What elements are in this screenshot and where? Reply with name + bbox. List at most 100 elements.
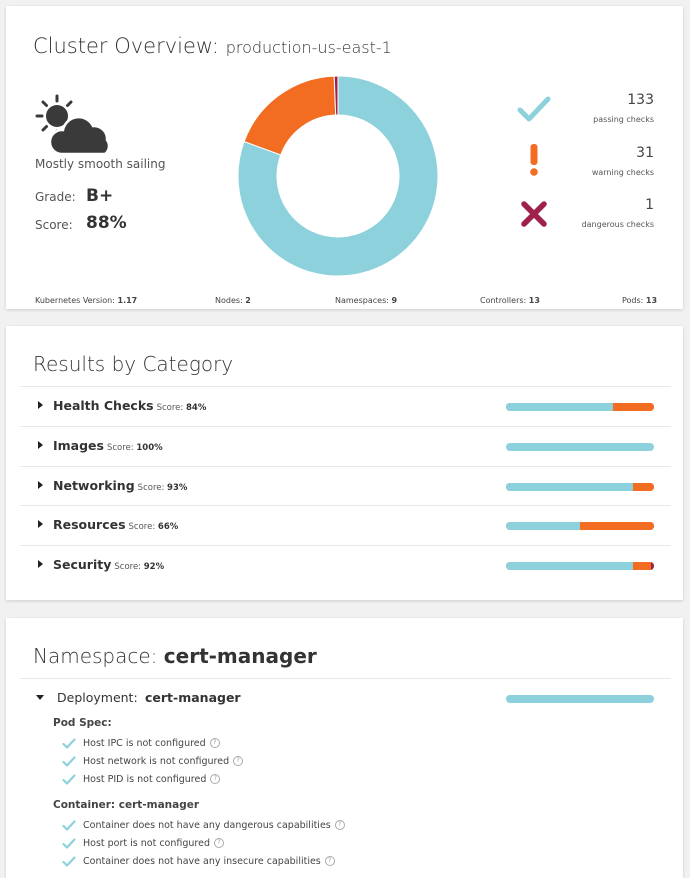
footer-nodes-value: 2: [245, 296, 251, 305]
category-score: Score: 66%: [129, 522, 179, 532]
caret-right-icon[interactable]: [38, 520, 43, 528]
category-name-text: Images: [53, 438, 104, 453]
deployment-name[interactable]: cert-manager: [145, 690, 241, 705]
footer-nodes-label: Nodes:: [215, 296, 243, 305]
categories-title: Results by Category: [33, 352, 234, 376]
check-icon: [62, 737, 76, 749]
check-item: Container does not have any dangerous ca…: [62, 818, 345, 832]
bar-segment-warn: [580, 522, 654, 530]
container-heading: Container: cert-manager: [53, 799, 200, 811]
category-name: Networking Score: 93%: [53, 478, 187, 493]
cluster-name: production-us-east-1: [225, 38, 392, 57]
donut-slice-dangerous: [333, 75, 339, 116]
overview-title-text: Cluster Overview:: [33, 34, 220, 58]
category-score-bar: [506, 522, 654, 530]
footer-controllers-label: Controllers:: [480, 296, 527, 305]
deployment-label[interactable]: Deployment:: [57, 690, 138, 705]
exclamation-icon: [530, 144, 538, 176]
check-icon: [517, 96, 551, 122]
check-text: Host PID is not configured: [83, 773, 207, 785]
partly-cloudy-icon: [35, 94, 111, 156]
check-text: Host port is not configured: [83, 837, 210, 849]
score-value: 88%: [86, 213, 127, 233]
check-text: Host network is not configured: [83, 755, 230, 767]
category-score-label: Score:: [114, 562, 142, 572]
caret-right-icon[interactable]: [38, 481, 43, 489]
namespace-name: cert-manager: [163, 644, 317, 668]
grade-value: B+: [86, 186, 114, 206]
passing-label: passing checks: [593, 115, 654, 124]
category-score-bar: [506, 403, 654, 411]
dangerous-count: 1: [645, 197, 654, 213]
caret-right-icon[interactable]: [38, 560, 43, 568]
check-item: Host IPC is not configured ?: [62, 736, 220, 750]
footer-pods-label: Pods:: [622, 296, 644, 305]
category-name: Health Checks Score: 84%: [53, 398, 206, 413]
score-label: Score:: [35, 218, 73, 232]
bar-segment-pass: [506, 522, 580, 530]
dangerous-label: dangerous checks: [581, 220, 654, 229]
caret-right-icon[interactable]: [38, 401, 43, 409]
check-icon: [62, 755, 76, 767]
help-icon[interactable]: ?: [209, 738, 220, 748]
category-score-bar: [506, 562, 654, 570]
check-text: Container does not have any insecure cap…: [83, 855, 321, 867]
category-row-images[interactable]: Images Score: 100%: [20, 426, 671, 466]
footer-namespaces-label: Namespaces:: [335, 296, 389, 305]
namespace-title-prefix: Namespace:: [33, 644, 158, 668]
category-name: Images Score: 100%: [53, 438, 163, 453]
bar-segment-warn: [633, 483, 654, 491]
footer-k8s-version-value: 1.17: [117, 296, 138, 305]
help-icon[interactable]: ?: [334, 820, 345, 830]
bar-segment-pass: [506, 483, 634, 491]
caret-right-icon[interactable]: [38, 441, 43, 449]
footer-k8s-version: Kubernetes Version: 1.17: [35, 296, 137, 305]
category-row-health-checks[interactable]: Health Checks Score: 84%: [20, 386, 671, 426]
footer-namespaces: Namespaces: 9: [335, 296, 397, 305]
results-by-category-card: Results by Category Health Checks Score: …: [6, 326, 683, 600]
divider: [20, 678, 671, 679]
check-item: Container does not have any insecure cap…: [62, 854, 335, 868]
category-score: Score: 92%: [114, 562, 164, 572]
help-icon[interactable]: ?: [233, 756, 244, 766]
cluster-overview-card: Cluster Overview: production-us-east-1 M…: [6, 6, 683, 309]
category-score-value: 100%: [136, 443, 163, 453]
check-icon: [62, 773, 76, 785]
footer-pods-value: 13: [645, 296, 658, 305]
category-score-value: 84%: [185, 403, 207, 413]
weather-label: Mostly smooth sailing: [35, 157, 166, 171]
bar-segment-warn: [612, 403, 654, 411]
category-score-bar: [506, 483, 654, 491]
footer-controllers: Controllers: 13: [480, 296, 540, 305]
footer-nodes: Nodes: 2: [215, 296, 251, 305]
category-score-label: Score:: [106, 443, 134, 453]
category-score: Score: 93%: [138, 483, 188, 493]
bar-segment-danger: [651, 562, 654, 570]
help-icon[interactable]: ?: [214, 838, 224, 848]
category-score-value: 92%: [143, 562, 165, 572]
caret-down-icon[interactable]: [36, 695, 44, 700]
category-row-security[interactable]: Security Score: 92%: [20, 545, 671, 585]
category-row-resources[interactable]: Resources Score: 66%: [20, 505, 671, 545]
category-score: Score: 84%: [157, 403, 207, 413]
category-score-bar: [506, 443, 654, 451]
bar-segment-pass: [506, 443, 654, 451]
footer-k8s-version-label: Kubernetes Version:: [35, 296, 115, 305]
help-icon[interactable]: ?: [210, 774, 221, 784]
x-icon: [521, 201, 547, 227]
check-icon: [62, 837, 76, 849]
category-name-text: Security: [53, 557, 112, 572]
check-icon: [62, 819, 76, 831]
check-item: Host port is not configured ?: [62, 836, 224, 850]
category-score-value: 66%: [157, 522, 179, 532]
category-name-text: Networking: [53, 478, 135, 493]
namespace-title: Namespace: cert-manager: [33, 644, 317, 668]
category-row-networking[interactable]: Networking Score: 93%: [20, 466, 671, 506]
category-score-label: Score:: [156, 403, 184, 413]
warning-count: 31: [636, 145, 654, 161]
category-score-label: Score:: [128, 522, 156, 532]
category-score: Score: 100%: [107, 443, 163, 453]
footer-controllers-value: 13: [528, 296, 540, 305]
donut-slice-warning: [243, 75, 337, 156]
bar-segment-pass: [506, 403, 613, 411]
